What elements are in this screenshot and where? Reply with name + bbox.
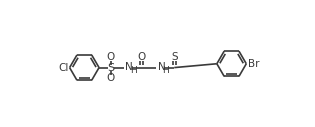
Text: O: O	[106, 52, 115, 62]
Text: H: H	[130, 66, 137, 75]
Text: N: N	[125, 62, 133, 72]
Text: O: O	[138, 52, 146, 62]
Text: Cl: Cl	[59, 63, 69, 73]
Text: S: S	[171, 52, 178, 62]
Text: O: O	[106, 73, 115, 83]
Text: Br: Br	[248, 59, 259, 69]
Text: S: S	[107, 63, 114, 73]
Text: N: N	[158, 62, 166, 72]
Text: H: H	[163, 66, 169, 75]
